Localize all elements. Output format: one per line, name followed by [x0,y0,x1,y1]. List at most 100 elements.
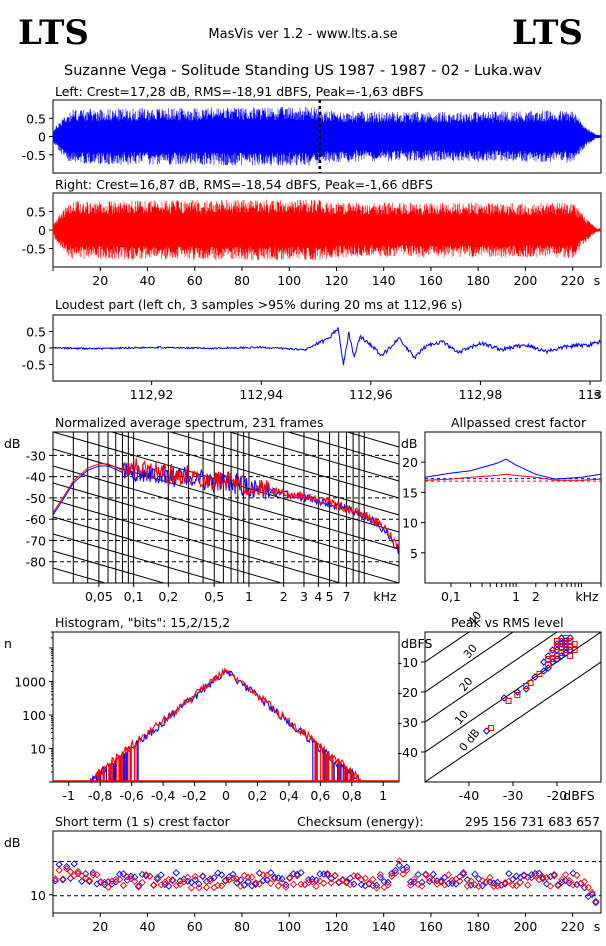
short-term-point-right [240,871,248,880]
x-tick-label: 1 [379,788,387,803]
y-tick-label: 0.5 [26,205,46,220]
short-term-point-right [81,874,90,882]
short-term-point-right [456,877,464,885]
short-term-point-right [554,882,562,890]
short-term-point-left [338,876,347,884]
short-term-point-left [66,874,75,882]
x-tick-label: 160 [419,919,443,934]
short-term-point-right [327,879,335,887]
short-term-point-left [418,878,426,886]
spectrum-slope-line [53,482,399,583]
spectrum-slope-line [286,432,399,465]
x-tick-label: 20 [92,273,108,288]
short-term-point-right [580,877,589,886]
x-tick-label: 4 [314,589,322,604]
y-tick-label: 10 [30,741,46,756]
pvr-point-right [514,692,521,698]
x-tick-label: 40 [140,273,156,288]
short-term-point-left [81,870,90,878]
short-term-point-right [267,879,275,887]
short-term-point-right [104,883,112,891]
pvr-point-right [536,671,543,677]
short-term-point-right [316,877,324,885]
short-term-point-right [278,878,286,887]
pvr-point-right [571,641,578,647]
spectrum-slope-line [53,550,166,583]
short-term-point-right [573,871,581,879]
short-term-point-left [244,877,252,886]
short-term-point-right [323,871,332,879]
loudest-part-trace [52,327,602,366]
short-term-point-right [354,872,362,880]
spectrum-slope-line [110,432,399,516]
short-term-point-right [149,881,158,889]
x-tick-label: -20 [547,788,567,803]
short-term-point-right [475,882,483,890]
short-term-point-left [323,870,332,878]
y-tick-label: 0 [38,223,46,238]
x-tick-label: -30 [503,788,523,803]
short-term-point-right [437,877,445,885]
short-term-point-left [172,869,180,877]
y-axis-label: dB [4,835,21,850]
x-tick-label: 3 [300,589,308,604]
x-axis-label: dBFS [563,788,594,803]
short-term-point-right [115,875,124,884]
track-title: Suzanne Vega - Solitude Standing US 1987… [64,63,542,79]
x-tick-label: 160 [419,273,443,288]
crest-diagonal [425,632,558,723]
short-term-point-right [592,897,600,906]
checksum-label: Checksum (energy): [297,814,424,829]
short-term-point-right [399,870,407,878]
short-term-point-left [569,869,577,877]
x-tick-label: 200 [513,273,537,288]
short-term-point-left [131,873,139,881]
crest-line-label: 20 [457,675,476,694]
short-term-point-right [361,874,369,882]
pvr-frame [424,631,602,783]
short-term-point-left [89,869,97,877]
y-tick-label: -50 [26,491,46,506]
short-term-point-right [512,882,521,890]
short-term-point-right [187,884,196,892]
y-tick-label: 20 [402,455,418,470]
short-term-point-right [131,877,139,885]
x-tick-label: 2 [532,589,540,604]
spectrum-slope-line [168,432,399,499]
x-tick-label: 0,6 [310,788,330,803]
short-term-point-left [543,880,551,888]
short-term-point-right [406,881,415,889]
x-tick-label: 200 [513,919,537,934]
short-term-point-left [308,875,316,883]
x-tick-label: 0,1 [441,589,461,604]
short-term-point-right [524,881,532,889]
short-term-point-left [403,863,411,871]
short-term-point-right [520,872,528,880]
x-tick-label: 0 [222,788,230,803]
short-term-point-left [78,877,86,885]
short-term-point-right [172,881,180,890]
x-tick-label: -0,4 [151,788,175,803]
spectrum-slope-line [53,516,284,583]
short-term-point-left [240,881,248,889]
pvr-point-right [554,644,560,650]
short-term-point-left [588,890,596,899]
short-term-point-right [206,877,214,885]
short-term-point-right [78,872,86,880]
short-term-point-right [100,878,109,886]
short-term-point-left [70,860,78,868]
short-term-point-left [376,873,385,881]
x-tick-label: 113 [578,387,602,402]
short-term-point-right [210,883,218,892]
y-tick-label: -60 [26,512,46,527]
x-tick-label: -0,6 [119,788,143,803]
y-tick-label: -80 [26,555,46,570]
short-term-point-right [471,881,479,889]
short-term-point-right [357,876,366,884]
short-term-point-right [444,871,453,879]
x-tick-label: 140 [372,273,396,288]
short-term-point-left [512,872,521,880]
short-term-point-right [584,883,592,892]
short-term-point-right [248,873,256,881]
x-tick-label: 0,5 [204,589,224,604]
